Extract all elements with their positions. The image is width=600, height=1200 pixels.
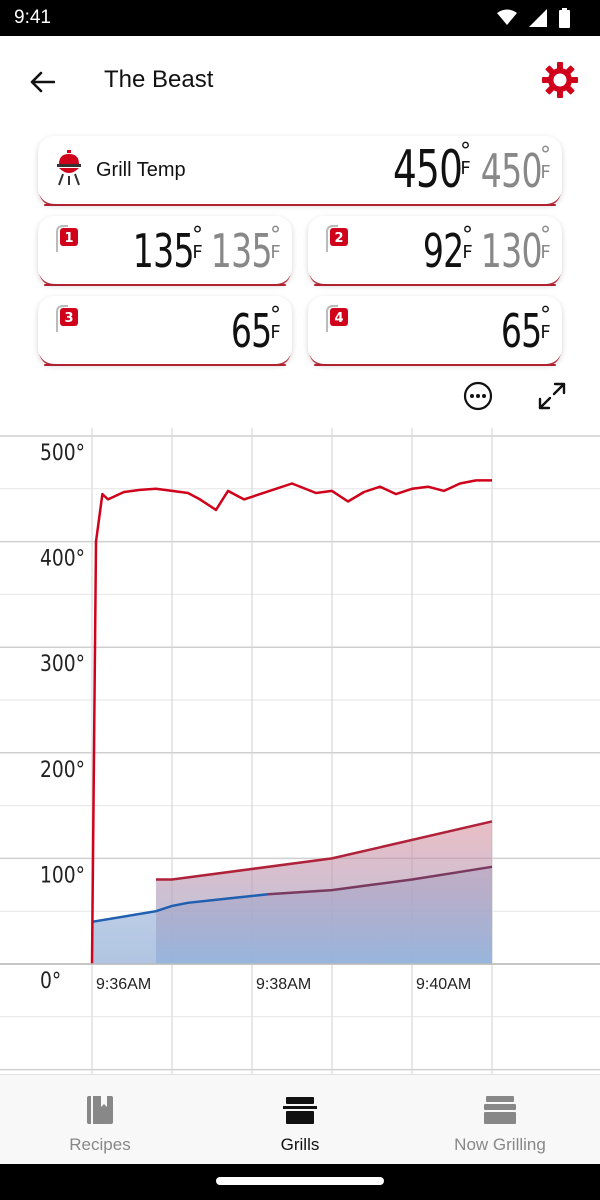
- grill-temp-label: Grill Temp: [96, 159, 186, 181]
- y-tick-label: 100°: [40, 862, 85, 888]
- probe-2-target-value: 130: [480, 224, 543, 278]
- probe-4-current-temp: 65 ° F: [485, 303, 551, 358]
- app-bar: The Beast: [0, 36, 600, 126]
- unit-label: F: [540, 162, 550, 183]
- probe-card-2[interactable]: 2 92 ° F 130 ° F: [308, 216, 562, 286]
- nav-item-now-grilling[interactable]: Now Grilling: [400, 1075, 600, 1165]
- probe-2-current-value: 92: [423, 224, 464, 278]
- probe-3-current-temp: 65 ° F: [215, 303, 281, 358]
- home-indicator[interactable]: [216, 1177, 384, 1185]
- probe-4-icon: 4: [326, 305, 348, 332]
- gear-icon: [542, 62, 578, 98]
- probe-1-current-value: 135: [132, 224, 195, 278]
- probe-card-4[interactable]: 4 65 ° F: [308, 296, 562, 366]
- probe-3-current-value: 65: [231, 304, 272, 358]
- probe-1-target-value: 135: [210, 224, 273, 278]
- probe-2-line: [91, 893, 269, 924]
- probe-1-area: [156, 821, 492, 964]
- unit-label: F: [540, 242, 550, 263]
- probe-number: 4: [334, 311, 343, 326]
- unit-label: F: [460, 158, 470, 179]
- nav-item-recipes[interactable]: Recipes: [0, 1075, 200, 1165]
- status-icons: [497, 8, 570, 28]
- x-tick-label: 9:40AM: [416, 976, 471, 993]
- x-tick-label: 9:36AM: [96, 976, 151, 993]
- grill-target-temp: 450 ° F: [457, 143, 551, 198]
- stack-icon: [484, 1096, 516, 1124]
- recipe-book-icon: [87, 1096, 113, 1124]
- probe-card-1[interactable]: 1 135 ° F 135 ° F: [38, 216, 292, 286]
- battery-icon: [559, 8, 570, 28]
- probe-4-current-value: 65: [501, 304, 542, 358]
- more-horizontal-icon: [463, 381, 493, 411]
- probe-card-3[interactable]: 3 65 ° F: [38, 296, 292, 366]
- x-tick-label: 9:38AM: [256, 976, 311, 993]
- y-tick-label: 0°: [40, 968, 61, 994]
- unit-label: F: [540, 322, 550, 343]
- temperature-chart-svg: 500° 400° 300° 200° 100° 0° 9:36AM 9:38AM 9:40AM: [0, 428, 600, 1074]
- grill-icon: [283, 1097, 317, 1124]
- degree-symbol: °: [192, 223, 203, 248]
- expand-chart-button[interactable]: [532, 376, 572, 416]
- unit-label: F: [270, 242, 280, 263]
- system-navigation-bar: [0, 1164, 600, 1200]
- status-time: 9:41: [14, 7, 51, 28]
- kettle-grill-icon: [57, 150, 81, 186]
- signal-icon: [529, 9, 547, 27]
- bottom-navigation: Recipes Grills Now Grilling: [0, 1074, 600, 1164]
- y-tick-label: 200°: [40, 756, 85, 782]
- grill-current-temp: 450 ° F: [366, 139, 471, 200]
- probe-number: 3: [64, 311, 73, 326]
- status-bar: 9:41: [0, 0, 600, 36]
- back-button[interactable]: [22, 62, 62, 102]
- probe-3-icon: 3: [56, 305, 78, 332]
- grill-current-value: 450: [392, 140, 463, 200]
- unit-label: F: [462, 242, 472, 263]
- nav-label-grills: Grills: [280, 1135, 320, 1154]
- degree-symbol: °: [540, 303, 551, 328]
- probe-1-line: [156, 820, 493, 881]
- nav-label-recipes: Recipes: [69, 1135, 131, 1154]
- y-tick-label: 400°: [40, 545, 85, 571]
- probe-number: 2: [334, 231, 343, 246]
- nav-label-now-grilling: Now Grilling: [454, 1135, 546, 1154]
- probe-2-icon: 2: [326, 225, 348, 252]
- probe-number: 1: [64, 231, 73, 246]
- y-tick-label: 500°: [40, 440, 85, 466]
- degree-symbol: °: [270, 223, 281, 248]
- arrow-left-icon: [30, 71, 55, 93]
- temperature-chart[interactable]: 500° 400° 300° 200° 100° 0° 9:36AM 9:38AM 9:40AM: [0, 428, 600, 1074]
- expand-icon: [538, 382, 566, 410]
- probe-2-target-temp: 130 ° F: [457, 223, 551, 278]
- nav-item-grills[interactable]: Grills: [200, 1075, 400, 1165]
- y-tick-label: 300°: [40, 651, 85, 677]
- more-options-button[interactable]: [458, 376, 498, 416]
- degree-symbol: °: [270, 303, 281, 328]
- probe-1-current-temp: 135 ° F: [109, 223, 203, 278]
- unit-label: F: [192, 242, 202, 263]
- grill-target-value: 450: [480, 144, 543, 198]
- settings-button[interactable]: [540, 60, 580, 100]
- degree-symbol: °: [540, 223, 551, 248]
- probe-1-target-temp: 135 ° F: [187, 223, 281, 278]
- wifi-icon: [497, 9, 517, 25]
- unit-label: F: [270, 322, 280, 343]
- probe-1-icon: 1: [56, 225, 78, 252]
- grill-temp-line: [90, 479, 492, 965]
- probe-2-current-temp: 92 ° F: [407, 223, 473, 278]
- degree-symbol: °: [460, 139, 471, 164]
- page-title: The Beast: [104, 66, 214, 93]
- degree-symbol: °: [540, 143, 551, 168]
- probe-2-line-late: [267, 865, 493, 896]
- degree-symbol: °: [462, 223, 473, 248]
- grill-temp-card[interactable]: Grill Temp 450 ° F 450 ° F: [38, 136, 562, 206]
